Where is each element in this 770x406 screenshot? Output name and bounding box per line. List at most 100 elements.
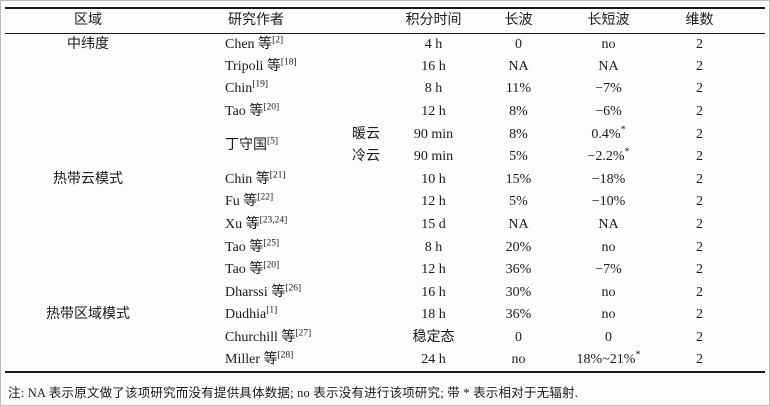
cell-author: 丁守国[5] (171, 123, 341, 168)
cell-dimension: 2 (696, 126, 703, 142)
header-row: 区域 研究作者 积分时间 长波 长短波 维数 (5, 8, 765, 33)
citation-ref: [5] (267, 136, 279, 147)
citation-ref: [27] (295, 328, 312, 339)
cell-integration-time: 稳定态 (412, 330, 455, 346)
cell-integration-time: 90 min (413, 126, 454, 142)
cell-author: Fu 等[22] (171, 191, 341, 214)
table-row: Xu 等[23,24] 15 d NA NA 2 (5, 214, 765, 237)
cell-region: 热带区域模式 (46, 307, 130, 323)
citation-ref: [25] (263, 237, 280, 248)
author-name: Dudhia (225, 307, 267, 323)
cell-region (5, 101, 171, 124)
value-text: 0.4% (591, 126, 621, 142)
cell-author: Chin[19] (171, 78, 341, 101)
table-body: 中纬度 Chen 等[2] 4 h 0 no 2 Tripoli 等[18] 1… (5, 33, 765, 372)
value-text: −10% (591, 194, 626, 210)
cell-longwave: 0 (515, 36, 522, 52)
value-text: −7% (595, 262, 622, 278)
table-row: Tao 等[20] 12 h 36% −7% 2 (5, 259, 765, 282)
cell-cloud-type (341, 282, 391, 305)
cell-long-shortwave: −7% (561, 78, 656, 101)
author-name: Chin 等 (225, 171, 270, 187)
author-name: Xu 等 (225, 217, 260, 233)
cell-author: Dharssi 等[26] (171, 282, 341, 305)
author-name: Chin (225, 81, 253, 97)
value-text: −18% (591, 171, 626, 187)
col-header-dimension: 维数 (685, 12, 714, 28)
col-header-integration-time: 积分时间 (405, 12, 462, 28)
author-name: Tao 等 (225, 239, 264, 255)
study-comparison-table: 区域 研究作者 积分时间 长波 长短波 维数 中纬度 Chen 等[2] 4 h… (5, 7, 765, 373)
table-footnote: 注: NA 表示原文做了该项研究而没有提供具体数据; no 表示没有进行该项研究… (8, 386, 579, 400)
asterisk-marker: * (624, 146, 630, 158)
cell-dimension: 2 (696, 284, 703, 300)
value-text: no (601, 239, 616, 255)
value-text: NA (598, 58, 619, 74)
table-row: 中纬度 Chen 等[2] 4 h 0 no 2 (5, 33, 765, 56)
cell-longwave: 20% (505, 239, 532, 255)
cell-cloud-type (341, 33, 391, 56)
cell-long-shortwave: −2.2%* (561, 146, 656, 169)
cell-dimension: 2 (696, 239, 703, 255)
col-header-longwave: 长波 (504, 12, 533, 28)
cell-dimension: 2 (696, 262, 703, 278)
cell-cloud-type (341, 169, 391, 192)
cell-long-shortwave: 0 (561, 327, 656, 350)
cell-author: Chin 等[21] (171, 169, 341, 192)
value-text: no (601, 307, 616, 323)
author-name: Churchill 等 (225, 330, 296, 346)
cell-long-shortwave: 0.4%* (561, 123, 656, 146)
author-name: Fu 等 (225, 194, 258, 210)
col-header-region: 区域 (74, 12, 102, 28)
cell-author: Tao 等[20] (171, 259, 341, 282)
cell-dimension: 2 (696, 352, 703, 368)
cell-long-shortwave: −18% (561, 169, 656, 192)
cell-longwave: 5% (509, 149, 528, 165)
cell-cloud-type (341, 327, 391, 350)
cell-cloud-type (341, 101, 391, 124)
cell-longwave: 30% (505, 284, 532, 300)
cell-longwave: 11% (505, 81, 532, 97)
cell-integration-time: 15 d (421, 217, 446, 233)
table-row: Chin[19] 8 h 11% −7% 2 (5, 78, 765, 101)
cell-dimension: 2 (696, 104, 703, 120)
cell-author: Dudhia[1] (171, 304, 341, 327)
table-row: 热带区域模式 Dudhia[1] 18 h 36% no 2 (5, 304, 765, 327)
author-name: Miller 等 (225, 352, 278, 368)
citation-ref: [28] (277, 350, 294, 361)
cell-integration-time: 8 h (424, 239, 443, 255)
cell-cloud-type (341, 78, 391, 101)
table-row: 热带云模式 Chin 等[21] 10 h 15% −18% 2 (5, 169, 765, 192)
cell-long-shortwave: −10% (561, 191, 656, 214)
cell-longwave: 36% (505, 307, 532, 323)
table-row: Tripoli 等[18] 16 h NA NA 2 (5, 56, 765, 79)
cell-integration-time: 12 h (421, 262, 446, 278)
citation-ref: [18] (280, 57, 297, 68)
cell-dimension: 2 (696, 36, 703, 52)
citation-ref: [2] (272, 34, 284, 45)
value-text: no (601, 284, 616, 300)
cell-cloud-type: 冷云 (352, 149, 380, 165)
cell-cloud-type (341, 349, 391, 372)
cell-integration-time: 10 h (421, 171, 446, 187)
cell-cloud-type (341, 191, 391, 214)
author-name: Tao 等 (225, 262, 264, 278)
cell-integration-time: 4 h (424, 36, 443, 52)
cell-author: Tao 等[25] (171, 236, 341, 259)
cell-integration-time: 12 h (421, 194, 446, 210)
col-header-author: 研究作者 (228, 12, 284, 28)
cell-dimension: 2 (696, 58, 703, 74)
cell-long-shortwave: NA (561, 56, 656, 79)
cell-integration-time: 8 h (424, 81, 443, 97)
author-name: Tripoli 等 (225, 58, 281, 74)
cell-region (5, 56, 171, 79)
cell-dimension: 2 (696, 171, 703, 187)
cell-integration-time: 16 h (421, 284, 446, 300)
cell-long-shortwave: no (561, 282, 656, 305)
cell-cloud-type: 暖云 (352, 126, 380, 142)
cell-long-shortwave: 18%~21%* (561, 349, 656, 372)
cell-integration-time: 16 h (421, 58, 446, 74)
cell-author: Churchill 等[27] (171, 327, 341, 350)
cell-region (5, 259, 171, 282)
cell-dimension: 2 (696, 81, 703, 97)
